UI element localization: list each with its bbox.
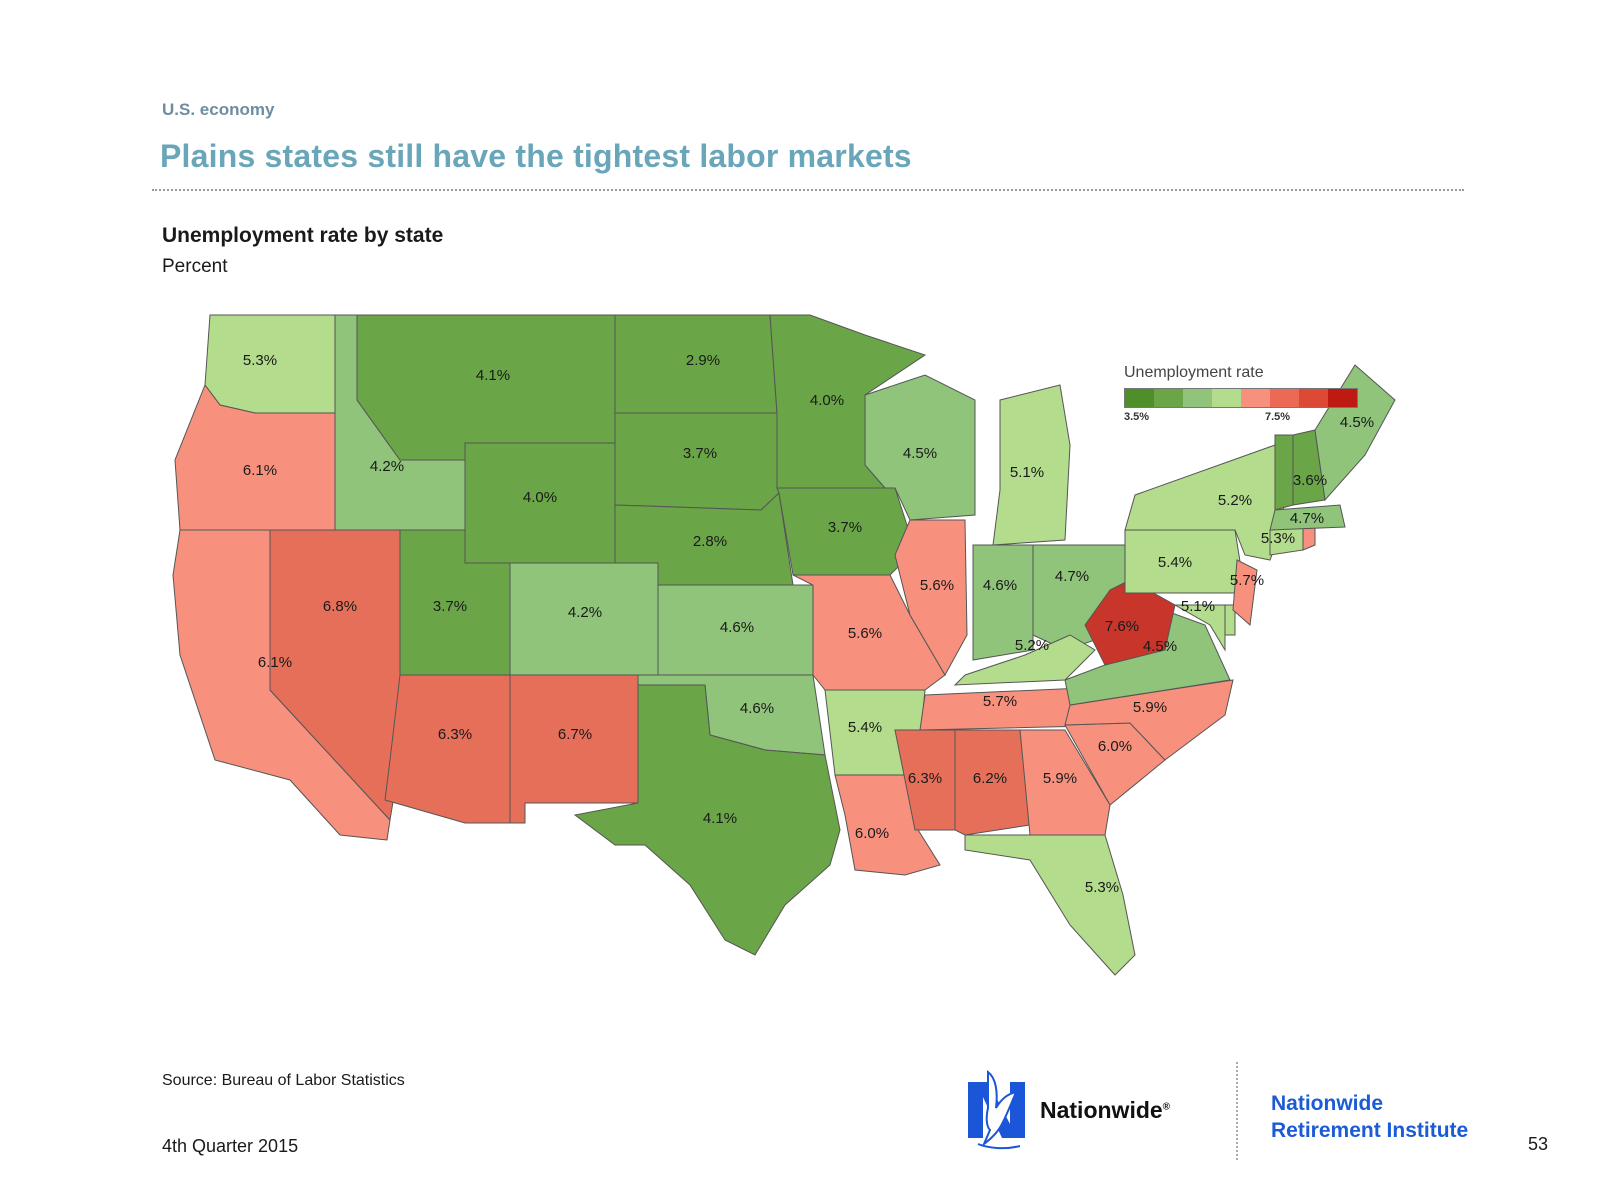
state-fl <box>964 834 1136 976</box>
state-value-nc: 5.9% <box>1133 699 1167 716</box>
state-value-tn: 5.7% <box>983 693 1017 710</box>
state-value-al: 6.2% <box>973 770 1007 787</box>
state-value-sd: 3.7% <box>683 445 717 462</box>
state-ky <box>953 634 1096 686</box>
state-value-nd: 2.9% <box>686 352 720 369</box>
nationwide-wordmark: Nationwide® <box>1040 1097 1171 1123</box>
state-az <box>384 674 511 824</box>
state-value-ma: 4.7% <box>1290 510 1324 527</box>
state-value-ut: 3.7% <box>433 598 467 615</box>
state-value-ks: 4.6% <box>720 619 754 636</box>
state-ga <box>1019 729 1111 836</box>
state-nm <box>509 674 639 824</box>
nationwide-eagle-logo-icon <box>968 1069 1025 1150</box>
state-value-id: 4.2% <box>370 458 404 475</box>
chart-units: Percent <box>162 256 228 277</box>
state-mi <box>992 384 1071 546</box>
state-value-ga: 5.9% <box>1043 770 1077 787</box>
report-period: 4th Quarter 2015 <box>162 1136 299 1156</box>
chart-subtitle: Unemployment rate by state <box>162 224 444 247</box>
legend-swatch-3 <box>1183 389 1212 407</box>
state-nc <box>1064 679 1234 761</box>
state-value-ne: 2.8% <box>693 533 727 550</box>
state-value-il: 5.6% <box>920 577 954 594</box>
legend-swatch-4 <box>1212 389 1241 407</box>
state-value-sc: 6.0% <box>1098 738 1132 755</box>
title-divider <box>152 189 1464 191</box>
state-value-nv: 6.8% <box>323 598 357 615</box>
institute-line-2: Retirement Institute <box>1271 1119 1469 1142</box>
state-il <box>894 519 968 677</box>
state-tx <box>573 684 841 956</box>
state-value-ca: 6.1% <box>258 654 292 671</box>
state-value-ia: 3.7% <box>828 519 862 536</box>
state-value-in: 4.6% <box>983 577 1017 594</box>
state-value-ms: 6.3% <box>908 770 942 787</box>
state-vt <box>1274 434 1294 511</box>
state-al <box>954 729 1031 836</box>
legend-color-scale <box>1124 388 1358 408</box>
state-value-ok: 4.6% <box>740 700 774 717</box>
state-value-ct: 5.3% <box>1261 530 1295 547</box>
state-value-mo: 5.6% <box>848 625 882 642</box>
institute-line-1: Nationwide <box>1271 1092 1384 1115</box>
state-de <box>1224 604 1236 636</box>
state-value-ny: 5.2% <box>1218 492 1252 509</box>
state-value-ky: 5.2% <box>1015 637 1049 654</box>
legend-swatch-7 <box>1299 389 1328 407</box>
state-mt <box>356 314 616 461</box>
state-value-wy: 4.0% <box>523 489 557 506</box>
legend-swatch-5 <box>1241 389 1270 407</box>
legend-min-label: 3.5% <box>1124 411 1150 423</box>
state-value-tx: 4.1% <box>703 810 737 827</box>
legend-swatch-2 <box>1154 389 1183 407</box>
state-value-me: 4.5% <box>1340 414 1374 431</box>
state-value-mt: 4.1% <box>476 367 510 384</box>
state-value-az: 6.3% <box>438 726 472 743</box>
state-value-mi: 5.1% <box>1010 464 1044 481</box>
footer-divider <box>1236 1062 1238 1160</box>
legend-max-label: 7.5% <box>1265 411 1291 423</box>
section-eyebrow: U.S. economy <box>162 100 275 119</box>
state-value-fl: 5.3% <box>1085 879 1119 896</box>
page-number: 53 <box>1528 1134 1549 1154</box>
state-value-nj: 5.7% <box>1230 572 1264 589</box>
source-note: Source: Bureau of Labor Statistics <box>162 1072 405 1089</box>
state-value-wa: 5.3% <box>243 352 277 369</box>
legend-swatch-6 <box>1270 389 1299 407</box>
state-value-or: 6.1% <box>243 462 277 479</box>
state-value-mn: 4.0% <box>810 392 844 409</box>
legend-swatch-8 <box>1328 389 1357 407</box>
state-in <box>972 544 1034 661</box>
state-value-la: 6.0% <box>855 825 889 842</box>
state-value-wi: 4.5% <box>903 445 937 462</box>
state-ma <box>1269 504 1346 531</box>
retirement-institute-name: Nationwide Retirement Institute <box>1271 1090 1468 1144</box>
state-value-nh: 3.6% <box>1293 472 1327 489</box>
state-value-ar: 5.4% <box>848 719 882 736</box>
state-value-nm: 6.7% <box>558 726 592 743</box>
state-value-co: 4.2% <box>568 604 602 621</box>
state-nj <box>1232 559 1258 626</box>
state-value-md: 5.1% <box>1181 598 1215 615</box>
legend-swatch-1 <box>1125 389 1154 407</box>
state-ri <box>1302 526 1316 551</box>
state-value-wv: 7.6% <box>1105 618 1139 635</box>
state-md <box>1173 604 1226 652</box>
state-value-va: 4.5% <box>1143 638 1177 655</box>
state-value-pa: 5.4% <box>1158 554 1192 571</box>
page-title: Plains states still have the tightest la… <box>160 138 912 174</box>
legend-title: Unemployment rate <box>1124 364 1264 381</box>
state-value-oh: 4.7% <box>1055 568 1089 585</box>
us-unemployment-map: 5.3% 6.1% 6.1% 4.2% 6.8% 4.1% 4.0% 3.7% 6.3% 4.2%… <box>165 305 1405 1025</box>
